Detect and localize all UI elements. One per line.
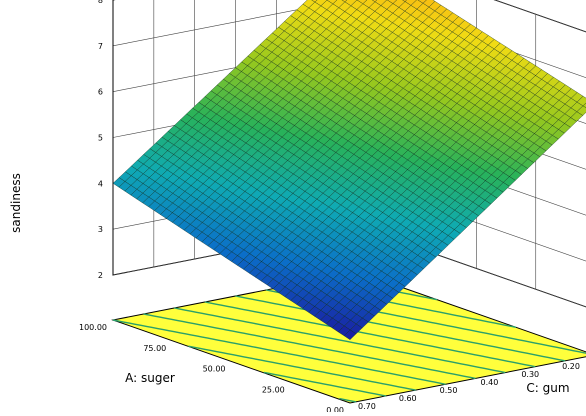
z-tick-label: 6 (98, 88, 103, 97)
y-tick-label: 0.70 (358, 402, 376, 411)
z-tick-label: 4 (98, 179, 103, 188)
y-tick-label: 0.40 (481, 378, 499, 387)
z-axis-title: sandiness (9, 173, 23, 233)
x-tick-label: 0.00 (326, 406, 344, 412)
x-axis-title: A: suger (125, 371, 175, 385)
z-tick-label: 3 (98, 225, 103, 234)
z-tick-label: 7 (98, 42, 103, 51)
y-tick-label: 0.20 (562, 362, 580, 371)
y-tick-label: 0.30 (521, 370, 539, 379)
x-tick-label: 25.00 (262, 385, 285, 394)
x-tick-label: 50.00 (203, 365, 226, 374)
y-tick-label: 0.50 (440, 386, 458, 395)
y-tick-label: 0.60 (399, 394, 417, 403)
x-tick-label: 100.00 (79, 323, 107, 332)
x-tick-label: 75.00 (143, 344, 166, 353)
z-tick-label: 2 (98, 271, 103, 280)
y-axis-title: C: gum (526, 381, 569, 395)
z-tick-label: 5 (98, 134, 103, 143)
z-tick-label: 8 (98, 0, 103, 5)
